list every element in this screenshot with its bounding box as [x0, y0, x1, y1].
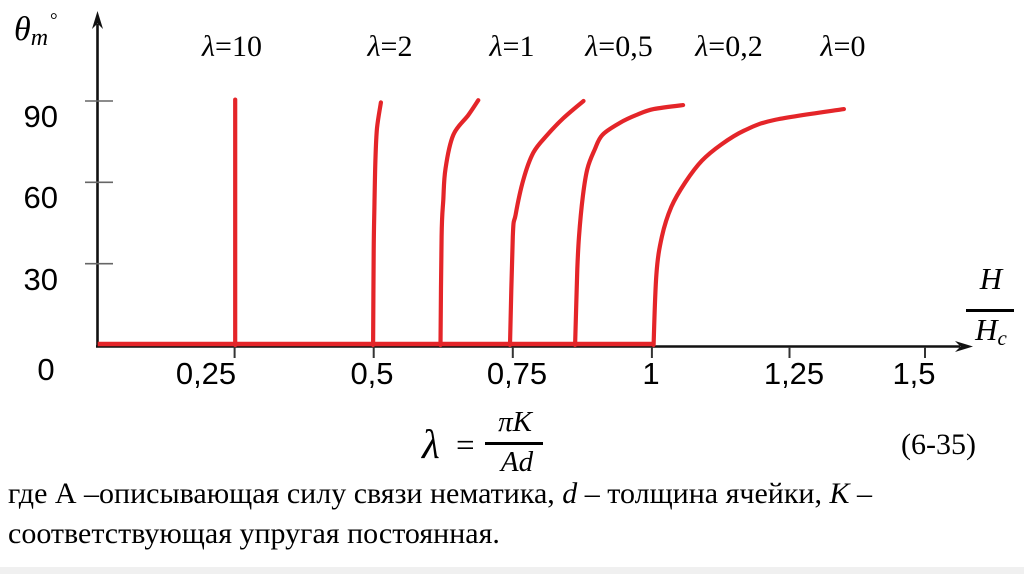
- curve-label-lambda-0: λ=0: [777, 30, 909, 64]
- lambda-symbol: λ: [367, 30, 381, 63]
- caption-segment: K: [829, 477, 850, 510]
- equation-denominator: Ad: [500, 446, 534, 478]
- curve-label-lambda-1: λ=1: [446, 30, 578, 64]
- caption-segment: –: [849, 477, 872, 510]
- y-tick-label-90: 90: [23, 99, 58, 134]
- curve-label-value: =1: [502, 30, 535, 63]
- lambda-symbol: λ: [202, 30, 216, 63]
- x-tick-label-0-5: 0,5: [350, 356, 394, 391]
- x-tick-marks: [233, 347, 926, 358]
- y-tick-marks: [85, 100, 113, 265]
- x-tick-label-1-25: 1,25: [763, 356, 825, 391]
- curve-label-lambda-2: λ=2: [324, 30, 456, 64]
- x-axis-title-fraction-bar: [966, 309, 1014, 312]
- lambda-symbol: λ: [820, 30, 834, 63]
- y-tick-label-30: 30: [23, 262, 58, 297]
- x-tick-label-0-75: 0,75: [486, 356, 548, 391]
- curve-label-lambda-0-5: λ=0,5: [553, 30, 685, 64]
- x-axis-title-denominator: Hc: [960, 312, 1022, 351]
- equation-lambda: λ: [422, 421, 440, 467]
- lambda-symbol: λ: [585, 30, 599, 63]
- degree-symbol: °: [50, 10, 58, 31]
- curve-label-value: =0: [833, 30, 866, 63]
- curve-5: [651, 107, 846, 348]
- equation-number: (6-35): [901, 428, 976, 461]
- caption-line-1: где А –описывающая силу связи нематика, …: [8, 474, 1016, 514]
- origin-label: 0: [37, 352, 55, 387]
- lambda-symbol: λ: [695, 30, 709, 63]
- y-tick-label-60: 60: [23, 180, 58, 215]
- x-tick-label-1-5: 1,5: [892, 356, 936, 391]
- y-axis-arrowhead-icon: [92, 11, 103, 29]
- curve-label-value: =0,5: [598, 30, 653, 63]
- curve-label-value: =10: [215, 30, 262, 63]
- caption-segment: – толщина ячейки,: [577, 477, 830, 510]
- equation-numerator: πK: [498, 406, 532, 438]
- curve-label-value: =0,2: [708, 30, 763, 63]
- equation-equals: =: [456, 428, 475, 464]
- curve-2: [438, 98, 481, 348]
- x-tick-label-0-25: 0,25: [175, 356, 237, 391]
- curve-3: [507, 98, 586, 348]
- axes: [85, 11, 973, 358]
- curve-label-lambda-0-2: λ=0,2: [663, 30, 795, 64]
- x-axis-title-numerator: H: [979, 261, 1003, 296]
- curve-label-lambda-10: λ=10: [166, 30, 298, 64]
- y-axis-title: θm°: [14, 10, 58, 52]
- equation-fraction-bar: [485, 442, 543, 445]
- lambda-symbol: λ: [489, 30, 503, 63]
- curve-4: [573, 103, 686, 348]
- curve-1: [371, 100, 383, 348]
- caption-line-2: соответствующая упругая постоянная.: [8, 514, 1016, 554]
- x-tick-label-1: 1: [642, 356, 660, 391]
- curves: [97, 97, 846, 348]
- caption-segment: где А –описывающая силу связи нематика,: [8, 477, 563, 510]
- caption-segment: соответствующая упругая постоянная.: [8, 517, 500, 550]
- theta-subscript: m: [30, 25, 49, 51]
- caption-segment: d: [562, 477, 578, 510]
- x-axis-arrowhead-icon: [955, 341, 973, 352]
- hc-subscript: c: [997, 326, 1007, 350]
- curve-label-value: =2: [380, 30, 413, 63]
- theta-symbol: θ: [14, 11, 31, 48]
- slide-bottom-edge: [0, 567, 1024, 574]
- caption: где А –описывающая силу связи нематика, …: [8, 474, 1016, 554]
- hc-symbol: H: [975, 312, 998, 347]
